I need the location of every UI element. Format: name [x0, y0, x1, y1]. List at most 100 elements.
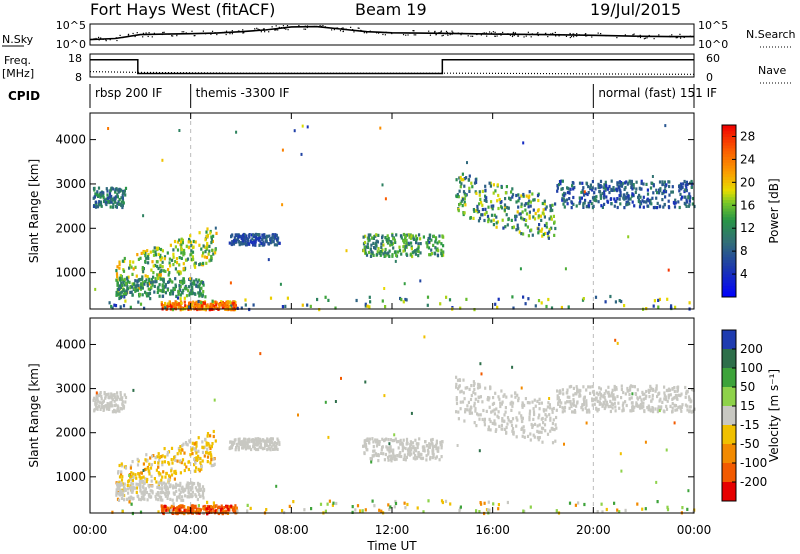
velocity-point — [186, 443, 189, 447]
power-point — [115, 290, 118, 295]
velocity-point — [680, 409, 683, 413]
velocity-point — [570, 384, 573, 389]
power-point — [230, 242, 233, 247]
freq-line — [90, 59, 694, 75]
power-point — [528, 190, 531, 194]
power-colorbar-swatch — [722, 159, 736, 163]
velocity-point — [185, 486, 188, 490]
power-point — [212, 252, 215, 256]
velocity-point — [149, 466, 153, 470]
power-point — [139, 282, 143, 287]
power-point — [593, 198, 596, 202]
velocity-point — [585, 410, 589, 414]
velocity-point — [161, 454, 164, 458]
velocity-point — [127, 496, 131, 500]
velocity-point — [200, 464, 203, 468]
velocity-point — [388, 448, 391, 452]
power-point — [205, 261, 208, 265]
power-point — [687, 204, 690, 208]
power-point — [150, 268, 153, 272]
velocity-point — [672, 396, 675, 400]
velocity-point — [260, 439, 263, 443]
nsearch-point — [544, 33, 547, 35]
power-point — [668, 193, 671, 197]
velocity-point — [265, 439, 268, 443]
power-point — [442, 244, 445, 248]
velocity-point — [518, 411, 521, 415]
nsearch-point — [435, 34, 437, 36]
velocity-point — [599, 392, 603, 396]
velocity-point — [178, 505, 181, 509]
velocity-point — [405, 455, 408, 459]
velocity-point — [636, 404, 640, 408]
power-point — [540, 218, 543, 222]
velocity-point — [121, 464, 124, 468]
power-point — [504, 205, 507, 209]
power-point — [232, 308, 235, 312]
power-point — [121, 203, 124, 208]
power-point — [201, 254, 204, 258]
power-point — [263, 233, 266, 237]
velocity-point — [201, 459, 204, 463]
power-point — [512, 306, 515, 310]
velocity-point — [142, 462, 145, 466]
power-point — [380, 245, 383, 249]
power-point — [649, 186, 653, 190]
velocity-point — [381, 437, 384, 441]
power-colorbar-swatch — [722, 145, 736, 149]
velocity-point — [426, 448, 430, 452]
velocity-point — [113, 394, 116, 398]
velocity-point — [533, 398, 536, 402]
power-point — [134, 289, 137, 293]
power-point — [591, 196, 595, 200]
velocity-point — [410, 452, 413, 456]
power-point — [481, 213, 484, 217]
power-point — [144, 254, 147, 258]
power-point — [531, 233, 534, 237]
velocity-point — [129, 495, 132, 499]
power-point — [527, 234, 530, 238]
velocity-point — [200, 487, 203, 491]
power-point — [470, 181, 473, 185]
velocity-point — [472, 380, 475, 384]
velocity-point — [254, 437, 258, 441]
velocity-point — [266, 437, 269, 441]
velocity-point — [597, 393, 600, 397]
power-point — [95, 203, 98, 207]
power-point — [550, 306, 554, 310]
velocity-point — [175, 489, 178, 493]
velocity-point — [458, 508, 461, 513]
velocity-point — [647, 388, 650, 392]
velocity-point — [188, 495, 191, 499]
power-point — [233, 236, 236, 240]
velocity-point — [639, 406, 642, 410]
velocity-point — [374, 438, 377, 442]
velocity-point — [248, 445, 251, 449]
velocity-point — [684, 395, 687, 399]
velocity-point — [157, 461, 160, 465]
velocity-point — [589, 385, 592, 389]
noise-left-tick-bottom: 10^0 — [56, 38, 86, 51]
nsearch-point — [161, 33, 163, 36]
nsearch-point — [134, 35, 136, 38]
power-point — [680, 197, 683, 201]
nsearch-point — [331, 29, 333, 31]
power-point — [478, 216, 482, 220]
velocity-point — [139, 481, 142, 485]
power-point — [651, 181, 654, 185]
velocity-point — [666, 399, 669, 403]
velocity-point — [493, 408, 496, 412]
velocity-point — [187, 491, 190, 495]
power-point — [486, 214, 490, 218]
velocity-point — [662, 409, 665, 413]
velocity-point — [166, 451, 169, 455]
power-point — [370, 252, 373, 256]
power-point — [215, 303, 218, 307]
power-point — [550, 226, 553, 230]
power-point — [189, 282, 192, 286]
velocity-point — [483, 417, 486, 421]
velocity-point — [641, 401, 644, 405]
velocity-point — [649, 384, 652, 388]
velocity-point — [113, 399, 116, 403]
power-colorbar-swatch — [722, 202, 736, 206]
